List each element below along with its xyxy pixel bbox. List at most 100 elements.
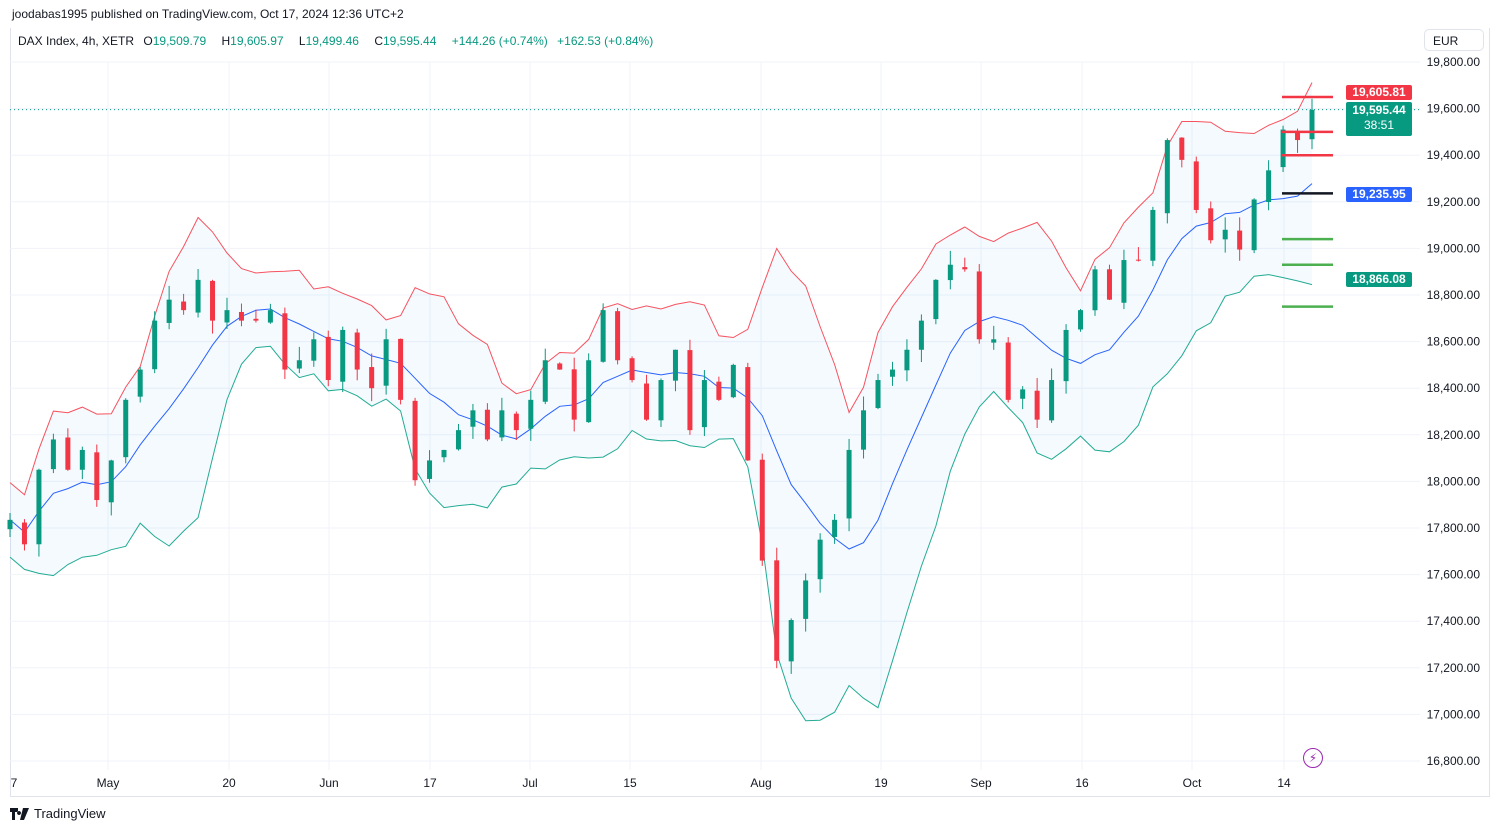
candle-body (528, 399, 534, 429)
candle-body (730, 364, 736, 398)
candle-body (181, 301, 187, 311)
candle-body (962, 267, 968, 270)
price-tick-label: 19,200.00 (1427, 195, 1481, 209)
open-value: 19,509.79 (152, 34, 207, 48)
candle-body (586, 360, 592, 423)
candle-body (904, 349, 910, 371)
date-label: Jun (319, 776, 339, 790)
price-tick-label: 18,600.00 (1427, 335, 1481, 349)
date-label: Aug (750, 776, 772, 790)
candle-body (1092, 269, 1098, 311)
candle-body (1063, 329, 1069, 382)
candle-body (745, 367, 751, 461)
date-label: 17 (423, 776, 437, 790)
candle-body (499, 410, 505, 438)
price-tick-label: 17,600.00 (1427, 568, 1481, 582)
candle-body (1280, 129, 1286, 168)
candle-body (398, 338, 404, 400)
date-label: Oct (1182, 776, 1202, 790)
candle-body (861, 410, 867, 450)
candle-body (716, 381, 722, 400)
low-value: 19,499.46 (305, 34, 359, 48)
date-label: 20 (222, 776, 236, 790)
candle-body (340, 329, 346, 382)
candle-body (1078, 310, 1084, 330)
candle-body (1222, 229, 1228, 240)
candle-body (253, 318, 259, 321)
candle-body (79, 449, 85, 470)
candle-body (759, 459, 765, 561)
candle-body (817, 539, 823, 580)
candle-body (1295, 130, 1301, 141)
date-label: 7 (10, 776, 18, 790)
date-label: 16 (1075, 776, 1089, 790)
price-tick-label: 17,400.00 (1427, 614, 1481, 628)
price-tick-label: 18,800.00 (1427, 288, 1481, 302)
candle-body (933, 279, 939, 320)
candle-body (412, 400, 418, 481)
candle-body (889, 369, 895, 377)
candle-body (513, 413, 519, 431)
date-label: May (96, 776, 120, 790)
date-label: Sep (970, 776, 992, 790)
price-tick-label: 18,400.00 (1427, 381, 1481, 395)
symbol-label[interactable]: DAX Index, 4h, XETR (18, 34, 135, 48)
candle-body (441, 449, 447, 458)
lower-band-tag: 18,866.08 (1346, 272, 1412, 287)
candle-body (238, 311, 244, 321)
candle-body (267, 310, 273, 323)
candle-body (701, 380, 707, 428)
candle-body (918, 320, 924, 350)
candle-body (1237, 230, 1243, 250)
candle-body (658, 380, 664, 421)
candle-body (1049, 380, 1055, 421)
candle-body (672, 349, 678, 381)
middle-band-tag: 19,235.95 (1346, 187, 1412, 202)
candle-body (166, 299, 172, 323)
candle-body (224, 310, 230, 323)
candle-body (1164, 140, 1170, 214)
lightning-icon[interactable]: ⚡ (1303, 748, 1323, 768)
candle-body (557, 363, 563, 370)
candle-body (571, 369, 577, 420)
last-price: 19,595.44 (1352, 103, 1406, 117)
candle-body (311, 339, 317, 361)
candle-body (354, 332, 360, 370)
candle-body (875, 380, 881, 409)
close-value: 19,595.44 (382, 34, 437, 48)
price-tick-label: 19,800.00 (1427, 55, 1481, 69)
candle-body (282, 313, 288, 370)
candle-body (137, 369, 143, 397)
candle-body (542, 360, 548, 402)
candle-body (976, 271, 982, 340)
candle-body (1106, 269, 1112, 300)
date-label: 19 (874, 776, 888, 790)
candle-body (325, 336, 331, 381)
price-tick-label: 17,800.00 (1427, 521, 1481, 535)
candle-body (947, 264, 953, 281)
candle-body (1208, 208, 1214, 241)
bar-countdown: 38:51 (1363, 118, 1395, 132)
price-tick-label: 18,000.00 (1427, 474, 1481, 488)
candle-body (21, 522, 27, 545)
date-label: Jul (522, 776, 538, 790)
candle-body (1251, 199, 1257, 251)
candle-body (615, 311, 621, 361)
red-level-tag: 19,605.81 (1346, 85, 1412, 100)
price-tick-label: 17,000.00 (1427, 707, 1481, 721)
candle-body (383, 339, 389, 386)
candle-body (629, 358, 635, 381)
tradingview-logo[interactable]: TradingView (10, 806, 106, 821)
candle-body (108, 460, 114, 503)
price-tick-label: 18,200.00 (1427, 428, 1481, 442)
high-value: 19,605.97 (230, 34, 284, 48)
candle-body (1135, 259, 1141, 261)
date-label: 15 (623, 776, 637, 790)
candle-body (7, 519, 13, 530)
candle-body (774, 560, 780, 661)
candle-body (803, 580, 809, 619)
currency-button[interactable]: EUR (1424, 29, 1484, 51)
candle-body (1034, 390, 1040, 420)
candle-body (484, 409, 490, 440)
